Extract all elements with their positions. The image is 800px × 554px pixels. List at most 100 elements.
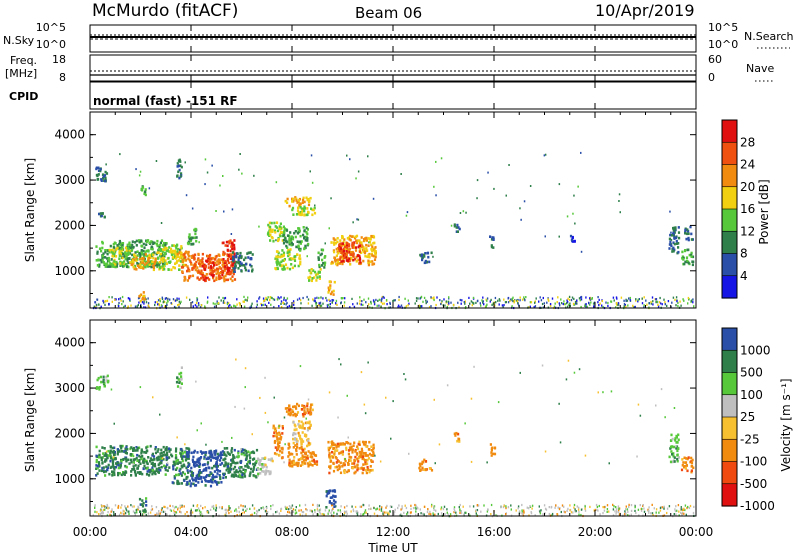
power-echo-cell (358, 254, 361, 258)
velocity-noise-cell (99, 509, 102, 512)
power-echo-cell (215, 267, 219, 271)
velocity-echo-cell (176, 466, 179, 470)
power-noise-cell (194, 304, 197, 307)
power-noise-cell (286, 297, 289, 300)
velocity-noise-cell (288, 511, 291, 514)
velocity-echo-cell (95, 445, 98, 449)
power-echo-cell (143, 255, 146, 259)
velocity-echo-cell (347, 469, 350, 472)
velocity-echo-cell (279, 449, 282, 453)
velocity-scatter-cell (464, 422, 466, 425)
velocity-echo-cell (132, 464, 135, 468)
power-noise-cell (549, 303, 552, 306)
velocity-noise-cell (628, 503, 630, 506)
velocity-echo-cell (294, 444, 297, 447)
velocity-echo-cell (178, 469, 181, 473)
power-scatter-cell (544, 235, 546, 238)
power-echo-cell (156, 239, 159, 243)
velocity-noise-cell (280, 507, 283, 510)
velocity-echo-cell (215, 475, 218, 478)
power-echo-cell (364, 254, 367, 258)
velocity-noise-cell (529, 505, 531, 508)
power-echo-cell (349, 238, 352, 242)
power-echo-cell (221, 269, 224, 273)
power-noise-cell (535, 297, 537, 300)
velocity-echo-cell (367, 457, 371, 460)
power-echo-cell (171, 256, 175, 259)
velocity-echo-cell (224, 461, 227, 464)
power-echo-cell (138, 265, 141, 269)
power-echo-cell (199, 270, 202, 274)
power-noise-cell (162, 301, 164, 304)
power-echo-cell (104, 250, 107, 254)
power-echo-cell (686, 232, 689, 236)
velocity-echo-cell (371, 468, 374, 472)
velocity-echo-cell (277, 447, 280, 451)
velocity-echo-cell (241, 448, 244, 452)
velocity-echo-cell (329, 457, 332, 460)
velocity-echo-cell (204, 484, 207, 487)
power-noise-cell (385, 299, 388, 302)
power-echo-cell (238, 264, 242, 268)
power-noise-cell (342, 297, 344, 300)
power-echo-cell (306, 198, 309, 202)
velocity-echo-cell (172, 460, 175, 464)
velocity-noise-cell (238, 510, 240, 513)
power-echo-cell (280, 260, 283, 264)
power-echo-cell (152, 241, 155, 245)
power-noise-cell (626, 299, 629, 302)
velocity-scatter-cell (200, 422, 202, 425)
power-echo-cell (100, 214, 103, 218)
power-noise-cell (448, 302, 450, 305)
velocity-echo-cell (98, 386, 101, 389)
power-echo-cell (269, 225, 272, 229)
velocity-noise-cell (197, 507, 200, 510)
velocity-noise-cell (224, 513, 226, 516)
velocity-echo-cell (251, 470, 254, 473)
power-echo-cell (364, 250, 367, 253)
velocity-echo-cell (98, 453, 101, 457)
power-echo-cell (221, 263, 224, 267)
power-echo-cell (282, 225, 285, 229)
power-echo-cell (233, 247, 236, 251)
power-noise-cell (169, 298, 171, 301)
power-noise-cell (553, 305, 556, 308)
velocity-echo-cell (292, 413, 295, 417)
velocity-scatter-cell (578, 368, 581, 371)
power-echo-cell (672, 249, 675, 253)
power-noise-cell (482, 300, 484, 303)
power-noise-cell (264, 298, 266, 302)
velocity-noise-cell (121, 504, 123, 507)
velocity-echo-cell (360, 466, 363, 470)
power-echo-cell (423, 261, 426, 265)
power-noise-cell (233, 304, 235, 308)
velocity-echo-cell (338, 467, 341, 471)
x-tick-label: 16:00 (477, 525, 512, 539)
power-scatter-cell (580, 250, 583, 253)
velocity-noise-cell (578, 510, 580, 513)
velocity-echo-cell (286, 407, 289, 410)
velocity-echo-cell (95, 386, 99, 389)
power-colorbar-tick-label: 12 (740, 224, 755, 238)
power-noise-cell (328, 298, 330, 301)
velocity-echo-cell (141, 455, 144, 458)
velocity-noise-cell (584, 505, 586, 508)
power-echo-cell (218, 277, 221, 280)
power-echo-cell (180, 172, 183, 175)
power-echo-cell (278, 262, 281, 265)
velocity-scatter-cell (264, 411, 267, 414)
power-echo-cell (237, 258, 240, 262)
power-scatter-cell (105, 163, 107, 166)
power-scatter-cell (330, 197, 332, 200)
velocity-echo-cell (168, 450, 171, 453)
velocity-noise-cell (433, 508, 435, 511)
velocity-echo-cell (302, 450, 305, 453)
velocity-echo-cell (155, 469, 158, 472)
velocity-echo-cell (352, 444, 355, 447)
velocity-echo-cell (336, 465, 339, 469)
velocity-noise-cell (658, 511, 660, 514)
velocity-echo-cell (277, 426, 280, 429)
velocity-echo-cell (198, 461, 201, 465)
power-echo-cell (690, 253, 693, 257)
